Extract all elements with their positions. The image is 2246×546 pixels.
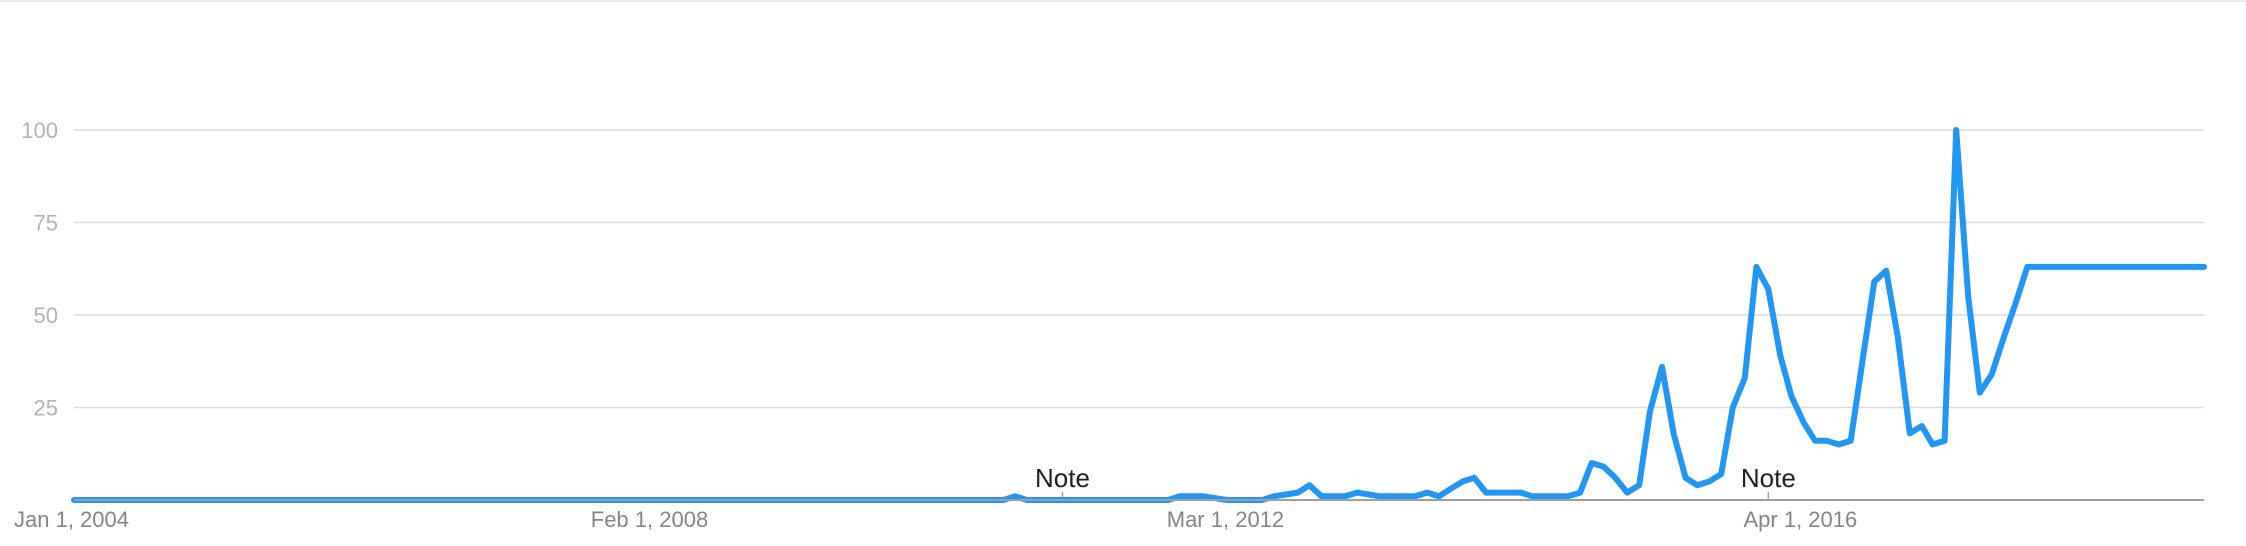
x-tick-label: Feb 1, 2008 — [591, 507, 708, 532]
series-layer — [71, 127, 2207, 503]
annotation-note[interactable]: Note — [1035, 463, 1090, 493]
y-tick-label: 100 — [21, 118, 58, 143]
x-axis-ticks: Jan 1, 2004 Feb 1, 2008 Mar 1, 2012 Apr 1, … — [14, 507, 1857, 532]
series-line[interactable] — [71, 127, 2207, 503]
gridlines — [74, 129, 2204, 409]
x-tick-label: Jan 1, 2004 — [14, 507, 129, 532]
annotation-note[interactable]: Note — [1741, 463, 1796, 493]
x-tick-label: Apr 1, 2016 — [1744, 507, 1858, 532]
y-axis-ticks: 25 50 75 100 — [21, 118, 58, 421]
y-tick-label: 25 — [34, 396, 58, 421]
y-tick-label: 75 — [34, 211, 58, 236]
x-tick-label: Mar 1, 2012 — [1167, 507, 1284, 532]
y-tick-label: 50 — [34, 303, 58, 328]
annotations: Note Note — [1035, 463, 1796, 500]
